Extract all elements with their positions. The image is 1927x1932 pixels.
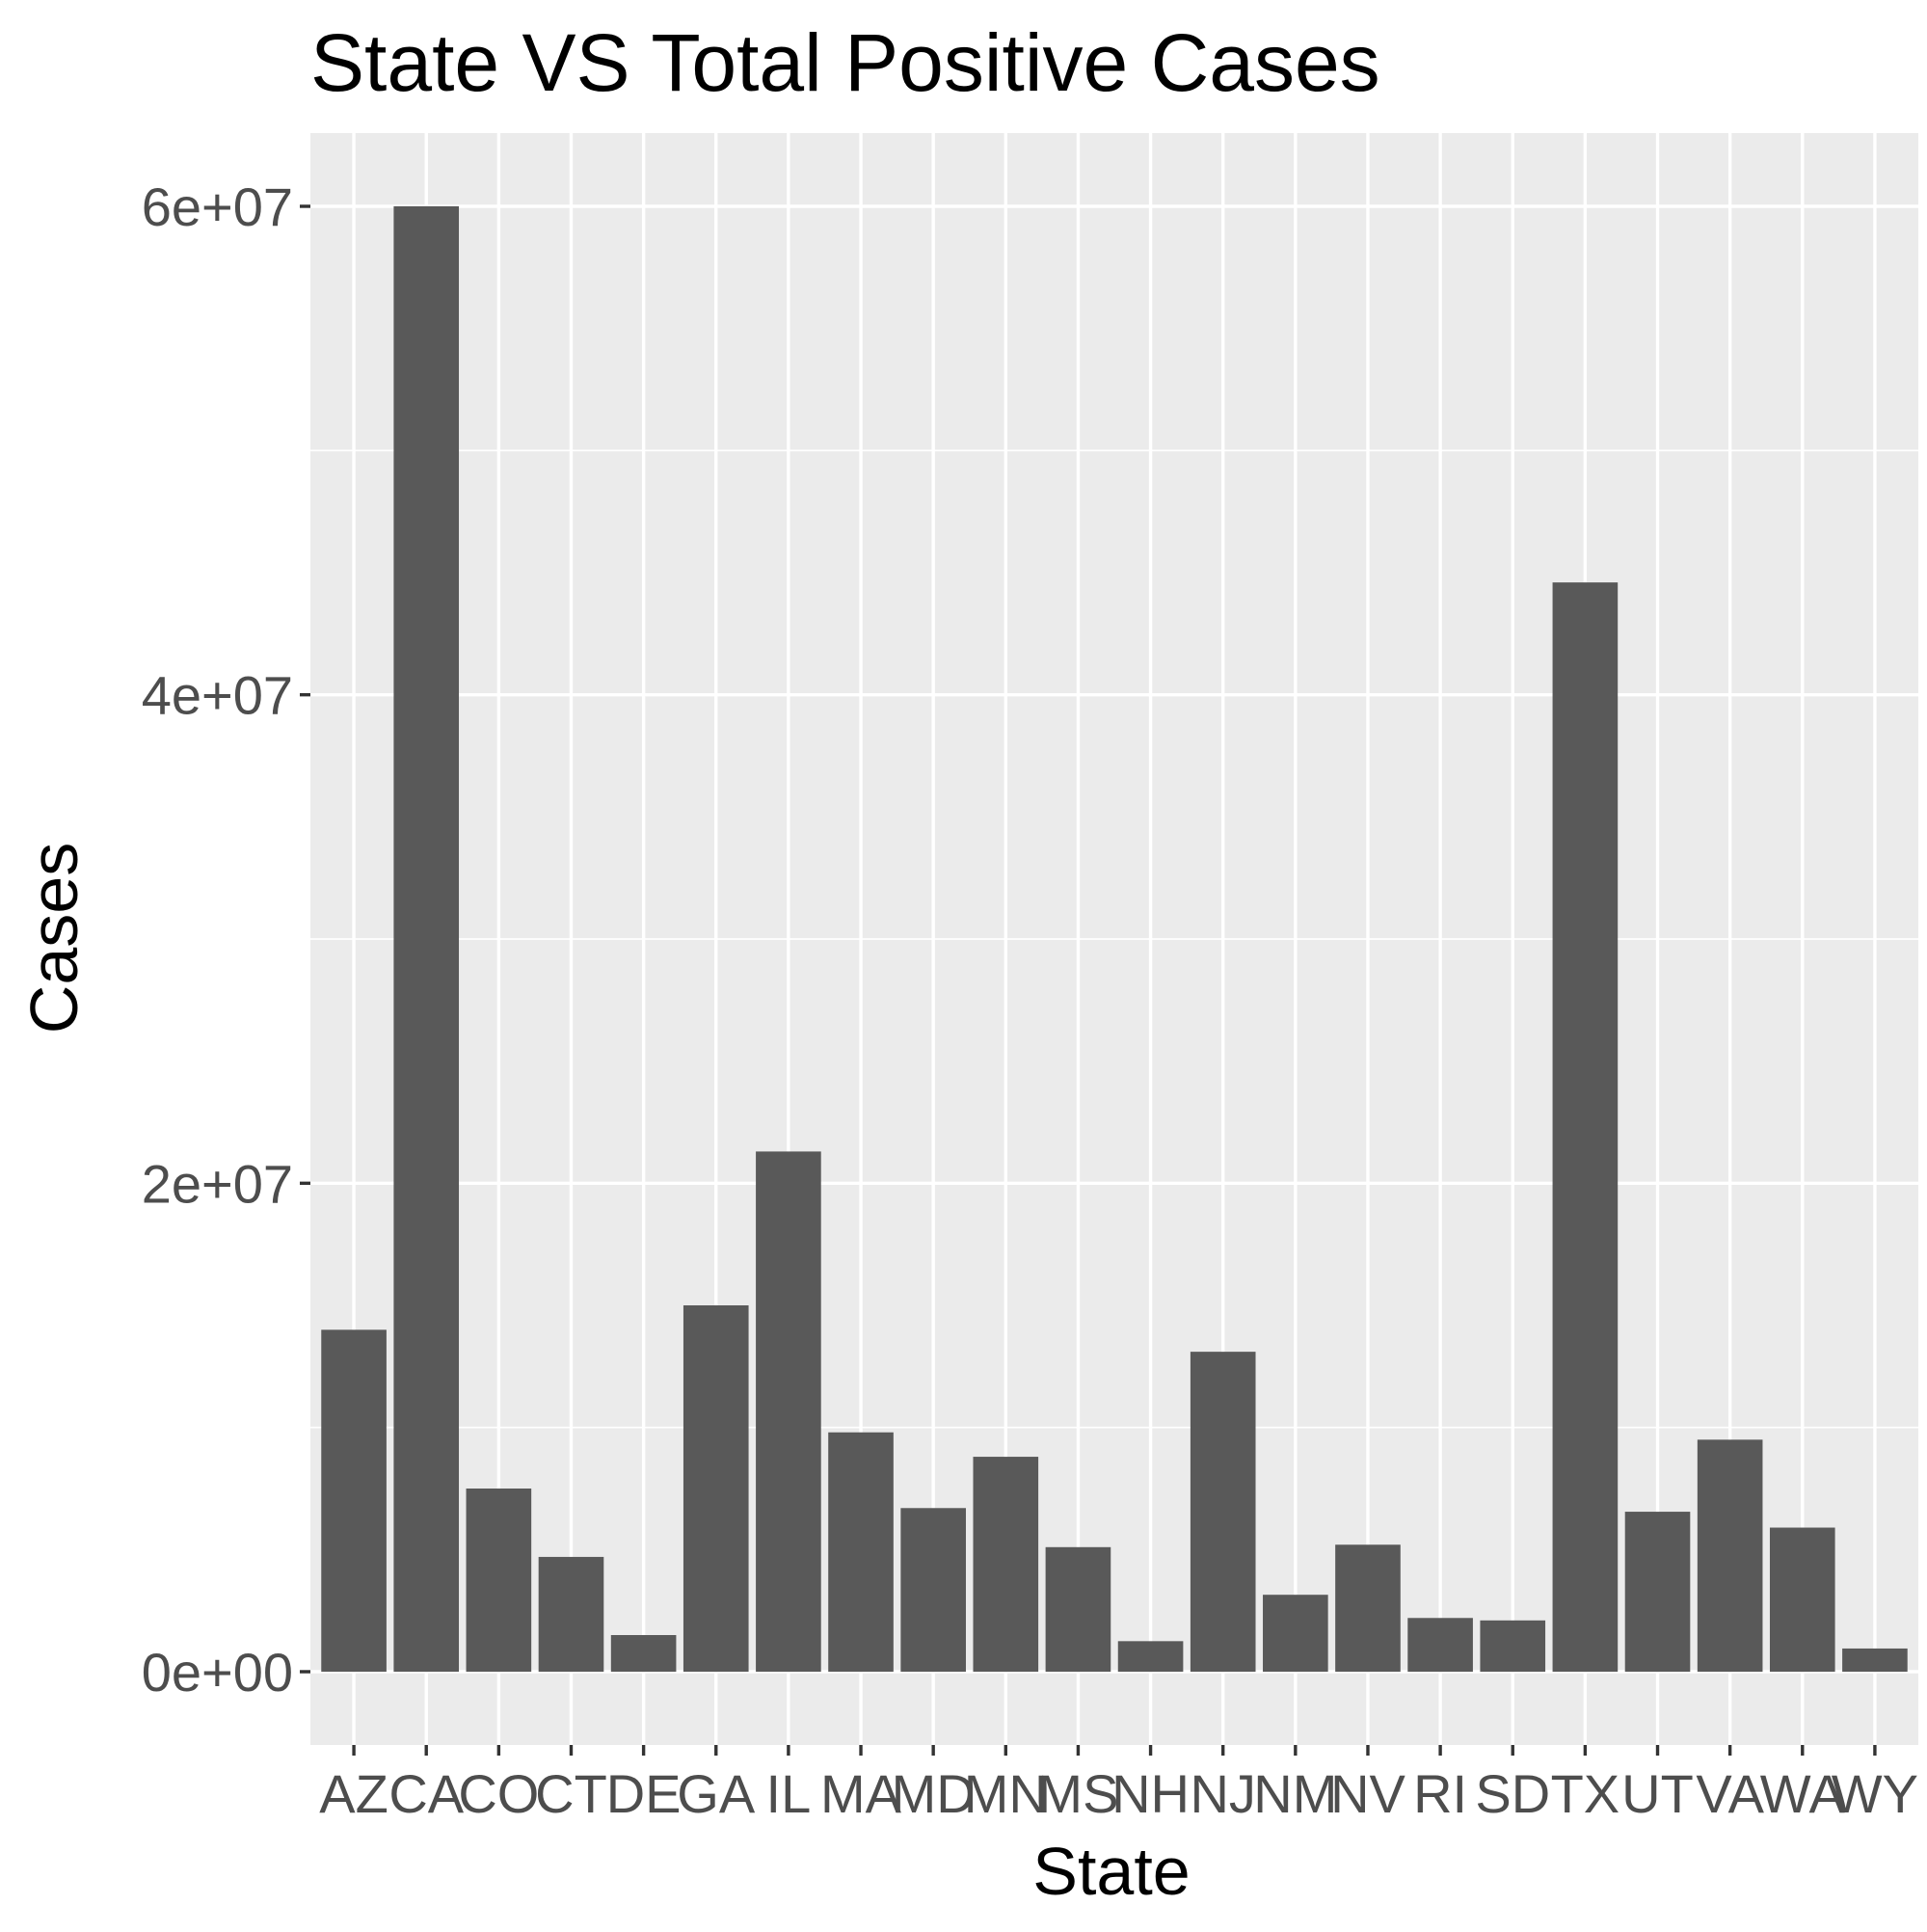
x-tick-label: TX	[1551, 1763, 1620, 1824]
bar-ct	[538, 1556, 604, 1672]
x-tick-label: MN	[964, 1763, 1048, 1824]
bar-ca	[393, 206, 460, 1672]
x-tick-label: CO	[458, 1763, 539, 1824]
bar-ma	[828, 1432, 894, 1672]
bar-de	[610, 1635, 677, 1672]
x-tick-label: NH	[1111, 1763, 1190, 1824]
x-tick-label: WA	[1760, 1763, 1846, 1824]
bar-va	[1697, 1439, 1763, 1672]
x-tick-label: MS	[1037, 1763, 1118, 1824]
y-tick-label: 4e+07	[142, 665, 293, 726]
bar-il	[756, 1151, 821, 1672]
x-tick-label: WY	[1832, 1763, 1918, 1824]
x-tick-label: DE	[606, 1763, 682, 1824]
y-axis-title: Cases	[16, 843, 92, 1033]
bar-sd	[1480, 1620, 1546, 1672]
y-tick-label: 0e+00	[142, 1642, 293, 1703]
bar-wa	[1769, 1527, 1835, 1672]
x-tick-label: UT	[1621, 1763, 1694, 1824]
bar-ms	[1045, 1546, 1111, 1672]
y-axis: 0e+00 2e+07 4e+07 6e+07	[142, 176, 310, 1703]
x-tick-label: NM	[1253, 1763, 1337, 1824]
bar-nm	[1263, 1595, 1328, 1672]
x-tick-label: GA	[677, 1763, 756, 1824]
x-tick-label: CA	[388, 1763, 464, 1824]
bar-nh	[1117, 1641, 1184, 1672]
y-tick-label: 2e+07	[142, 1153, 293, 1214]
bars	[321, 206, 1908, 1673]
bar-md	[900, 1508, 966, 1672]
bar-ut	[1624, 1512, 1691, 1672]
x-tick-label: SD	[1475, 1763, 1550, 1824]
x-tick-label: MD	[892, 1763, 976, 1824]
x-tick-label: MA	[820, 1763, 902, 1824]
bar-mn	[973, 1457, 1039, 1672]
x-tick-label: IL	[766, 1763, 812, 1824]
y-tick-label: 6e+07	[142, 176, 293, 237]
bar-nv	[1335, 1544, 1401, 1672]
x-tick-label: NV	[1330, 1763, 1405, 1824]
bar-az	[321, 1329, 387, 1672]
bar-nj	[1190, 1352, 1256, 1672]
x-tick-label: NJ	[1190, 1763, 1255, 1824]
bar-ri	[1407, 1618, 1473, 1672]
x-tick-label: RI	[1413, 1763, 1467, 1824]
x-tick-label: VA	[1696, 1763, 1764, 1824]
bar-co	[466, 1489, 532, 1672]
bar-wy	[1842, 1648, 1908, 1672]
x-axis-title: State	[1032, 1834, 1190, 1909]
x-tick-label: CT	[535, 1763, 607, 1824]
bar-ga	[682, 1305, 749, 1672]
x-tick-label: AZ	[319, 1763, 388, 1824]
bar-tx	[1552, 582, 1619, 1673]
chart-title: State VS Total Positive Cases	[310, 17, 1380, 108]
